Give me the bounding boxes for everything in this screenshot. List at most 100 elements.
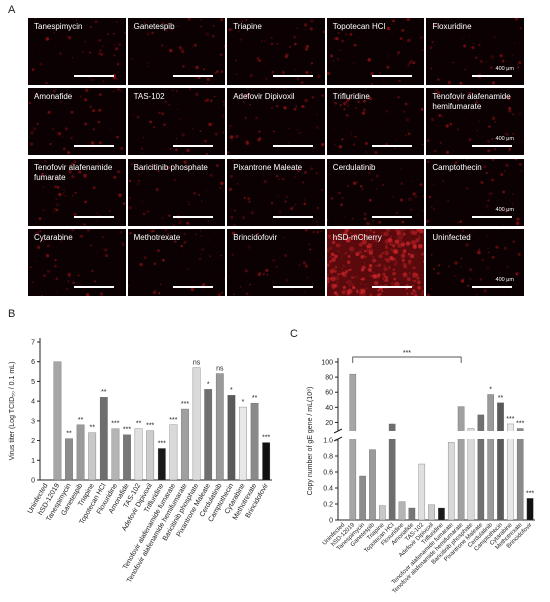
speckle (306, 276, 309, 279)
image-tile: Triapine (227, 18, 325, 85)
speckle (329, 246, 332, 250)
scale-bar (272, 145, 313, 148)
speckle (61, 135, 64, 138)
speckle (409, 253, 414, 259)
speckle (430, 46, 433, 49)
speckle (466, 158, 469, 161)
speckle (216, 251, 218, 254)
significance: *** (169, 417, 177, 424)
speckle (97, 121, 101, 124)
speckle (390, 281, 395, 286)
y-tick-label: 0.6 (323, 470, 333, 477)
speckle (182, 153, 184, 155)
speckle (120, 90, 122, 92)
speckle (206, 77, 210, 81)
speckle (360, 165, 363, 168)
speckle (282, 71, 285, 74)
speckle (261, 40, 263, 42)
speckle (512, 203, 514, 205)
speckle (109, 39, 111, 41)
speckle (64, 127, 69, 131)
speckle (517, 252, 522, 256)
speckle (361, 277, 365, 281)
image-tile: Uninfected 400 μm (426, 228, 524, 296)
speckle (304, 98, 309, 103)
image-tile: Floxuridine 400 μm (426, 18, 524, 85)
speckle (116, 135, 119, 139)
speckle (301, 180, 305, 184)
speckle (205, 98, 209, 103)
speckle (234, 209, 236, 211)
speckle (480, 180, 484, 184)
speckle (365, 229, 368, 232)
speckle (55, 197, 58, 201)
speckle (482, 258, 485, 262)
speckle (273, 281, 275, 284)
speckle (157, 111, 161, 115)
image-tile: Baricitinib phosphate (127, 158, 226, 226)
image-grid: Tanespimycin Ganetespib Triapine Topotecan … (28, 18, 524, 296)
speckle (257, 138, 261, 142)
speckle (352, 276, 355, 279)
image-tile: Brincidofovir (227, 228, 325, 296)
speckle (49, 143, 52, 146)
speckle (316, 126, 320, 130)
speckle (268, 191, 270, 193)
speckle (321, 94, 325, 98)
speckle (200, 200, 202, 202)
speckle (209, 132, 210, 134)
speckle (517, 66, 520, 69)
speckle (512, 133, 515, 135)
speckle (402, 248, 407, 253)
speckle (219, 53, 222, 56)
speckle (298, 131, 302, 135)
speckle (177, 220, 182, 224)
speckle (486, 61, 488, 63)
speckle (183, 232, 186, 235)
y-tick-label: 1 (31, 458, 35, 465)
tile-label: Baricitinib phosphate (133, 162, 208, 172)
speckle (118, 43, 122, 46)
bar (438, 507, 445, 521)
speckle (157, 169, 160, 172)
speckle (372, 231, 375, 234)
speckle (422, 251, 424, 253)
speckle (44, 159, 46, 162)
speckle (401, 220, 404, 223)
bar (447, 442, 455, 521)
speckle (410, 239, 416, 245)
speckle (431, 253, 433, 256)
speckle (512, 201, 514, 203)
speckle (127, 284, 129, 287)
speckle (464, 68, 467, 71)
speckle (130, 162, 133, 166)
speckle (382, 80, 385, 83)
speckle (31, 68, 35, 71)
speckle (460, 257, 463, 260)
speckle (497, 218, 499, 220)
speckle (178, 46, 182, 50)
scale-bar (73, 285, 114, 288)
bar (526, 498, 534, 521)
speckle (316, 171, 318, 174)
speckle (338, 145, 342, 149)
speckle (503, 223, 505, 225)
speckle (249, 74, 253, 77)
speckle (197, 193, 200, 196)
speckle (355, 251, 360, 256)
speckle (258, 130, 261, 134)
speckle (77, 274, 80, 277)
speckle (221, 114, 224, 117)
fluorescence (326, 228, 425, 296)
bar (111, 428, 120, 481)
speckle (316, 220, 318, 223)
speckle (518, 142, 520, 144)
speckle (393, 249, 398, 254)
speckle (475, 56, 478, 59)
significance: *** (123, 427, 131, 434)
speckle (244, 117, 248, 120)
speckle (478, 248, 481, 251)
speckle (104, 248, 108, 252)
panel-label: A (8, 4, 16, 16)
speckle (409, 208, 412, 211)
